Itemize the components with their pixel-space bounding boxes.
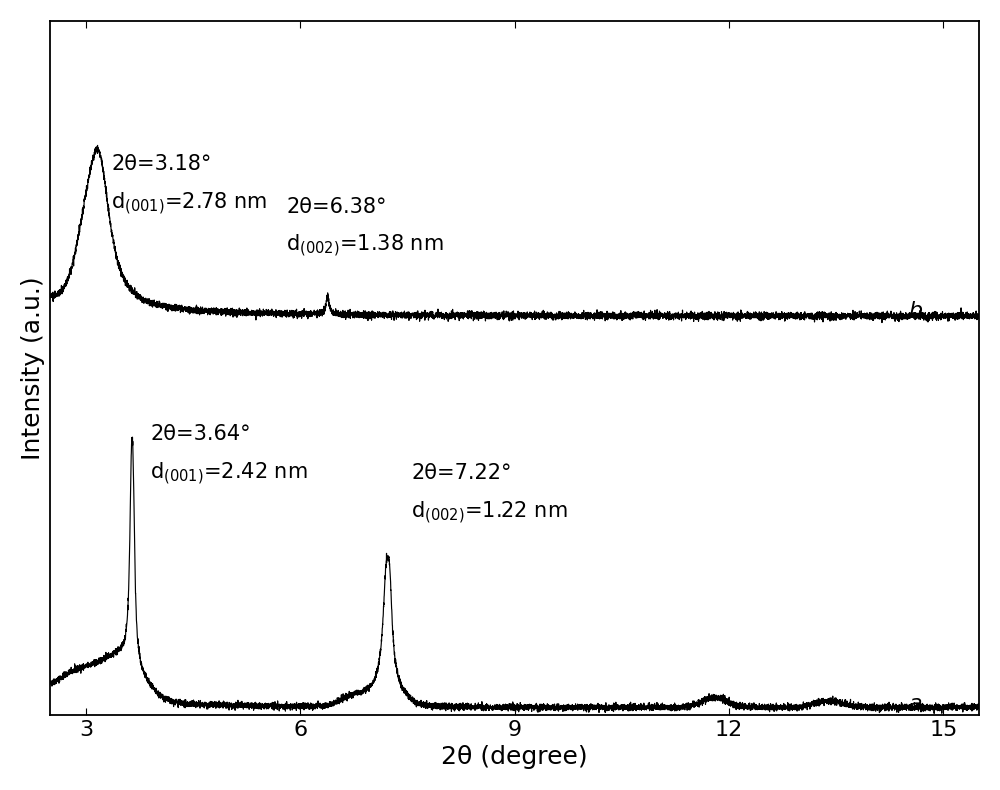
X-axis label: 2θ (degree): 2θ (degree) bbox=[441, 745, 588, 769]
Text: $\mathregular{d_{(002)}}$=1.22 nm: $\mathregular{d_{(002)}}$=1.22 nm bbox=[411, 499, 568, 526]
Text: a: a bbox=[908, 694, 921, 714]
Text: 2θ=3.18°: 2θ=3.18° bbox=[111, 154, 211, 174]
Text: $\mathregular{d_{(002)}}$=1.38 nm: $\mathregular{d_{(002)}}$=1.38 nm bbox=[286, 233, 444, 259]
Text: $\mathregular{d_{(001)}}$=2.78 nm: $\mathregular{d_{(001)}}$=2.78 nm bbox=[111, 190, 267, 216]
Text: 2θ=7.22°: 2θ=7.22° bbox=[411, 464, 512, 483]
Text: b: b bbox=[908, 301, 922, 321]
Text: $\mathregular{d_{(001)}}$=2.42 nm: $\mathregular{d_{(001)}}$=2.42 nm bbox=[150, 461, 308, 487]
Y-axis label: Intensity (a.u.): Intensity (a.u.) bbox=[21, 276, 45, 460]
Text: 2θ=3.64°: 2θ=3.64° bbox=[150, 424, 251, 444]
Text: 2θ=6.38°: 2θ=6.38° bbox=[286, 197, 387, 216]
